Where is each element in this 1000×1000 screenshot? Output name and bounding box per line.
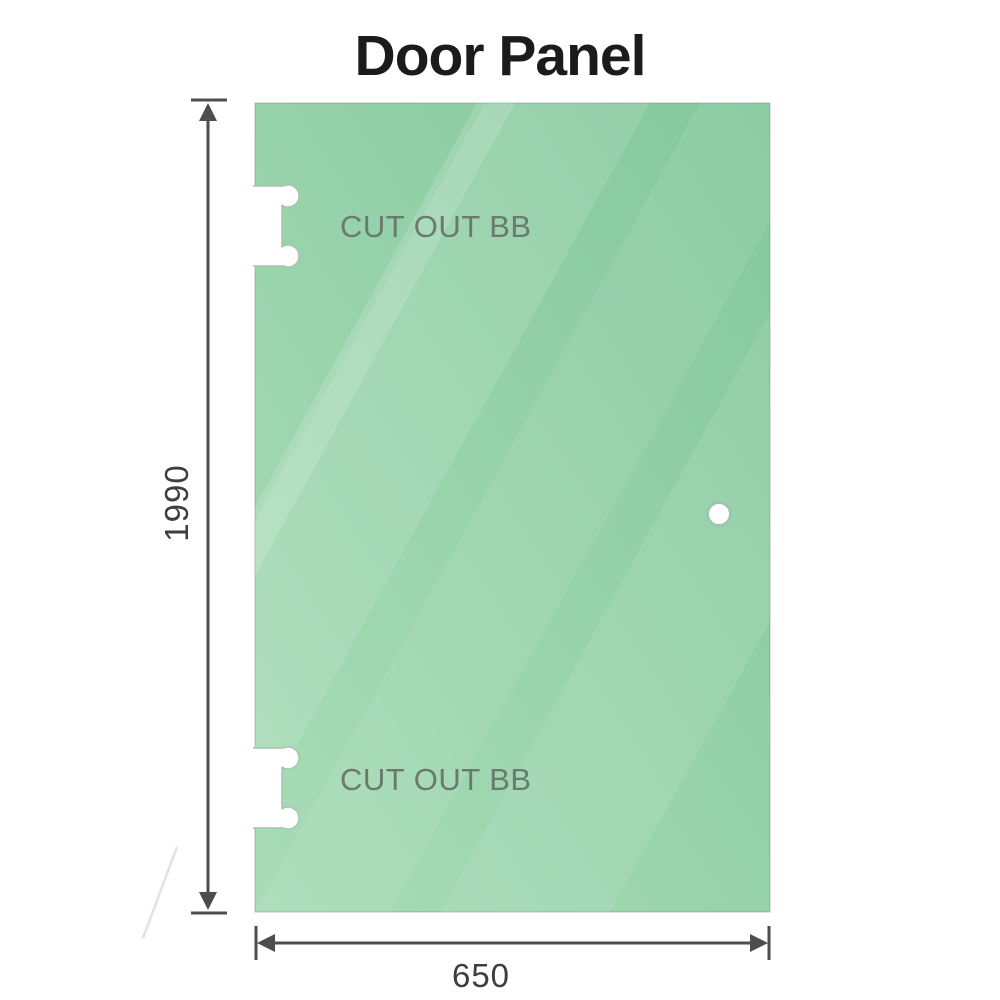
height-dim-label: 1990 bbox=[158, 464, 195, 541]
glass-reflections bbox=[255, 103, 770, 912]
glass-panel bbox=[254, 102, 771, 913]
reflection-stripe bbox=[255, 103, 770, 912]
faint-mark bbox=[141, 846, 179, 939]
reflection-stripe bbox=[440, 312, 770, 912]
height-dimension: 1990 bbox=[158, 98, 227, 915]
arrow-left-head bbox=[257, 934, 275, 952]
cutout-top-label: CUT OUT BB bbox=[340, 209, 532, 244]
hinge-cutout-bottom bbox=[253, 746, 300, 830]
arrow-right-head bbox=[750, 934, 768, 952]
arrow-up-head bbox=[199, 103, 217, 121]
page-title: Door Panel bbox=[354, 24, 647, 88]
reflection-stripe bbox=[255, 103, 650, 822]
width-dimension: 650 bbox=[254, 926, 771, 994]
width-dim-label: 650 bbox=[452, 957, 510, 994]
hinge-cutout-top bbox=[253, 184, 300, 268]
cutout-bottom-label: CUT OUT BB bbox=[340, 762, 532, 797]
handle-hole bbox=[706, 501, 732, 527]
reflection-stripe bbox=[255, 103, 515, 576]
arrow-down-head bbox=[199, 892, 217, 910]
